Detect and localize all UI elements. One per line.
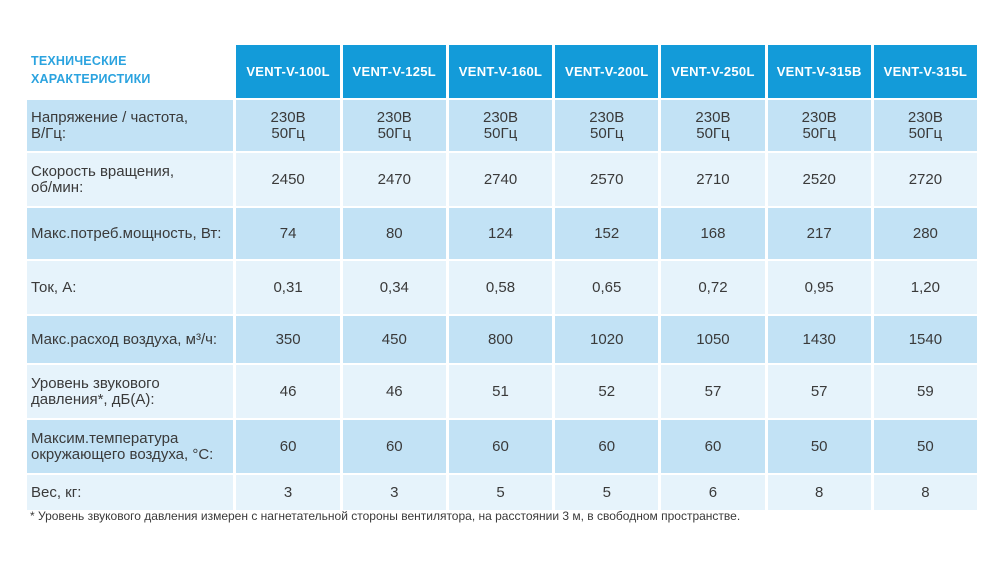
- row-label: Макс.потреб.мощность, Вт:: [27, 208, 234, 259]
- table-cell: 230В 50Гц: [873, 100, 977, 151]
- table-cell: 0,95: [767, 261, 871, 314]
- row-label: Макс.расход воздуха, м³/ч:: [27, 316, 234, 363]
- table-cell: 2520: [767, 153, 871, 206]
- row-label: Вес, кг:: [27, 475, 234, 510]
- table-cell: 3: [236, 475, 340, 510]
- table-cell: 152: [555, 208, 659, 259]
- table-cell: 5: [448, 475, 553, 510]
- table-cell: 52: [555, 365, 659, 418]
- table-cell: 6: [661, 475, 765, 510]
- table-cell: 74: [236, 208, 340, 259]
- table-cell: 57: [767, 365, 871, 418]
- table-cell: 8: [873, 475, 977, 510]
- row-noise: Уровень звукового давления*, дБ(А): 46 4…: [27, 365, 977, 418]
- table-cell: 50: [873, 420, 977, 473]
- model-header-6: VENT-V-315B: [767, 45, 871, 98]
- row-power: Макс.потреб.мощность, Вт: 74 80 124 152 …: [27, 208, 977, 259]
- table-cell: 5: [555, 475, 659, 510]
- table-cell: 2710: [661, 153, 765, 206]
- model-header-4: VENT-V-200L: [555, 45, 659, 98]
- table-cell: 0,58: [448, 261, 553, 314]
- row-label: Ток, А:: [27, 261, 234, 314]
- table-cell: 1540: [873, 316, 977, 363]
- table-cell: 3: [342, 475, 446, 510]
- table-cell: 230В 50Гц: [767, 100, 871, 151]
- table-cell: 800: [448, 316, 553, 363]
- table-cell: 1050: [661, 316, 765, 363]
- table-cell: 46: [236, 365, 340, 418]
- table-cell: 2740: [448, 153, 553, 206]
- table-cell: 350: [236, 316, 340, 363]
- model-header-2: VENT-V-125L: [342, 45, 446, 98]
- table-cell: 0,34: [342, 261, 446, 314]
- table-cell: 59: [873, 365, 977, 418]
- table-cell: 1020: [555, 316, 659, 363]
- model-header-3: VENT-V-160L: [448, 45, 553, 98]
- table-cell: 280: [873, 208, 977, 259]
- model-header-7: VENT-V-315L: [873, 45, 977, 98]
- table-cell: 60: [342, 420, 446, 473]
- table-cell: 0,72: [661, 261, 765, 314]
- row-current: Ток, А: 0,31 0,34 0,58 0,65 0,72 0,95 1,…: [27, 261, 977, 314]
- table-cell: 1,20: [873, 261, 977, 314]
- table-cell: 230В 50Гц: [448, 100, 553, 151]
- table-cell: 60: [236, 420, 340, 473]
- row-voltage: Напряжение / частота, В/Гц: 230В 50Гц 23…: [27, 100, 977, 151]
- model-header-1: VENT-V-100L: [236, 45, 340, 98]
- table-cell: 2450: [236, 153, 340, 206]
- table-cell: 230В 50Гц: [555, 100, 659, 151]
- row-airflow: Макс.расход воздуха, м³/ч: 350 450 800 1…: [27, 316, 977, 363]
- table-cell: 46: [342, 365, 446, 418]
- row-label: Максим.температура окружающего воздуха, …: [27, 420, 234, 473]
- table-cell: 50: [767, 420, 871, 473]
- row-weight: Вес, кг: 3 3 5 5 6 8 8: [27, 475, 977, 510]
- table-cell: 1430: [767, 316, 871, 363]
- row-label: Уровень звукового давления*, дБ(А):: [27, 365, 234, 418]
- table-cell: 0,31: [236, 261, 340, 314]
- table-cell: 57: [661, 365, 765, 418]
- table-cell: 8: [767, 475, 871, 510]
- table-cell: 60: [661, 420, 765, 473]
- table-cell: 124: [448, 208, 553, 259]
- table-cell: 2470: [342, 153, 446, 206]
- table-cell: 51: [448, 365, 553, 418]
- specs-table: ТЕХНИЧЕСКИЕ ХАРАКТЕРИСТИКИ VENT-V-100L V…: [27, 45, 977, 510]
- table-cell: 0,65: [555, 261, 659, 314]
- table-cell: 217: [767, 208, 871, 259]
- row-max-temperature: Максим.температура окружающего воздуха, …: [27, 420, 977, 473]
- row-label: Скорость вращения, об/мин:: [27, 153, 234, 206]
- table-header-row: ТЕХНИЧЕСКИЕ ХАРАКТЕРИСТИКИ VENT-V-100L V…: [27, 45, 977, 98]
- table-cell: 230В 50Гц: [236, 100, 340, 151]
- table-title: ТЕХНИЧЕСКИЕ ХАРАКТЕРИСТИКИ: [31, 54, 151, 86]
- table-cell: 230В 50Гц: [661, 100, 765, 151]
- table-cell: 230В 50Гц: [342, 100, 446, 151]
- table-cell: 2570: [555, 153, 659, 206]
- table-cell: 80: [342, 208, 446, 259]
- table-cell: 60: [555, 420, 659, 473]
- model-header-5: VENT-V-250L: [661, 45, 765, 98]
- table-cell: 168: [661, 208, 765, 259]
- table-cell: 450: [342, 316, 446, 363]
- table-cell: 60: [448, 420, 553, 473]
- row-label: Напряжение / частота, В/Гц:: [27, 100, 234, 151]
- footnote: * Уровень звукового давления измерен с н…: [30, 509, 741, 523]
- table-cell: 2720: [873, 153, 977, 206]
- row-rotation-speed: Скорость вращения, об/мин: 2450 2470 274…: [27, 153, 977, 206]
